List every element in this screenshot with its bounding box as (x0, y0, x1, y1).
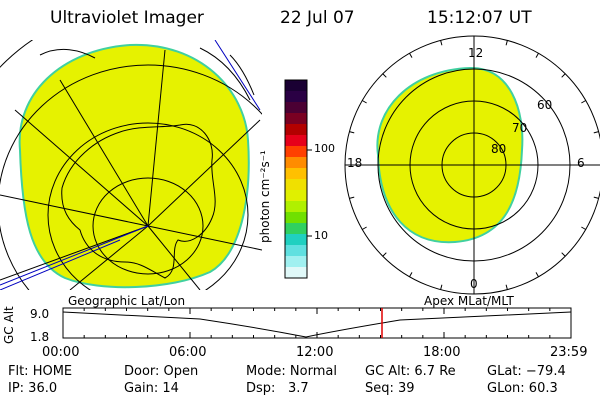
colorbar-swatch (285, 267, 307, 279)
mode-status: Mode: Normal (246, 364, 337, 379)
polar-tick (362, 226, 367, 230)
colorbar-tick-10: 10 (314, 229, 328, 242)
polar-tick (382, 252, 387, 257)
timeline-ytick-high: 9.0 (30, 307, 50, 321)
colorbar-swatch (285, 179, 307, 191)
gc-alt-status: GC Alt: 6.7 Re (365, 364, 456, 379)
polar-tick (440, 40, 443, 46)
polar-tick (561, 252, 566, 257)
polar-tick (593, 196, 599, 199)
polar-tick (440, 284, 443, 290)
timeline-axis-label: GC Alt (2, 306, 16, 344)
colorbar-tick-100: 100 (314, 142, 335, 155)
polar-tick (409, 272, 413, 277)
timeline-xtick-1800: 18:00 (423, 345, 461, 360)
polar-tick (581, 226, 586, 230)
polar-tick (409, 53, 413, 58)
timeline-left-title: Geographic Lat/Lon (68, 294, 186, 308)
timeline-xtick-2359: 23:59 (550, 345, 588, 360)
colorbar-swatch (285, 201, 307, 213)
polar-label-6: 6 (577, 156, 585, 170)
timeline-right-title: Apex MLat/MLT (424, 294, 514, 308)
time-label: 15:12:07 UT (427, 8, 532, 28)
polar-tick (349, 131, 355, 134)
polar-tick (362, 100, 367, 104)
timeline-xtick-0600: 06:00 (169, 345, 207, 360)
colorbar-swatch (285, 190, 307, 202)
colorbar-swatch (285, 234, 307, 246)
colorbar-swatch (285, 212, 307, 224)
colorbar (284, 79, 312, 279)
colorbar-swatch (285, 113, 307, 125)
polar-tick (505, 40, 508, 46)
polar-tick (535, 272, 539, 277)
colorbar-swatch (285, 168, 307, 180)
dsp-label: Dsp: (246, 381, 276, 396)
polar-label-0: 0 (470, 277, 478, 291)
polar-label-18: 18 (347, 156, 363, 170)
polar-tick (581, 100, 586, 104)
timeline-xtick-0000: 00:00 (42, 345, 80, 360)
polar-ring-80: 80 (491, 142, 507, 156)
colorbar-swatch (285, 157, 307, 169)
flight-status: Flt: HOME (8, 364, 73, 379)
polar-ring-70: 70 (512, 121, 528, 135)
polar-tick (535, 53, 539, 58)
timeline-xtick-1200: 12:00 (296, 345, 334, 360)
colorbar-unit-label: photon cm⁻²s⁻¹ (258, 150, 272, 243)
polar-plot (344, 35, 600, 295)
glat-status: GLat: −79.4 (487, 364, 566, 379)
colorbar-swatch (285, 146, 307, 158)
colorbar-swatch (285, 256, 307, 268)
glon-status: GLon: 60.3 (487, 381, 558, 396)
colorbar-swatch (285, 91, 307, 103)
orbit-timeline (62, 307, 572, 339)
door-status: Door: Open (124, 364, 199, 379)
gain-status: Gain: 14 (124, 381, 179, 396)
seq-status: Seq: 39 (365, 381, 415, 396)
dsp-value: 3.7 (288, 381, 309, 396)
polar-label-12: 12 (468, 46, 484, 60)
polar-tick (349, 196, 355, 199)
colorbar-swatch (285, 135, 307, 147)
polar-ring-60: 60 (537, 98, 553, 112)
colorbar-swatch (285, 245, 307, 257)
colorbar-swatch (285, 80, 307, 92)
colorbar-swatch (285, 124, 307, 136)
polar-tick (561, 73, 566, 78)
date-label: 22 Jul 07 (280, 8, 355, 28)
timeline-ytick-low: 1.8 (30, 330, 50, 344)
ip-status: IP: 36.0 (8, 381, 58, 396)
polar-tick (505, 284, 508, 290)
instrument-title: Ultraviolet Imager (50, 8, 204, 28)
geographic-map (0, 40, 262, 290)
polar-tick (382, 73, 387, 78)
colorbar-swatch (285, 102, 307, 114)
polar-tick (593, 131, 599, 134)
colorbar-swatch (285, 223, 307, 235)
